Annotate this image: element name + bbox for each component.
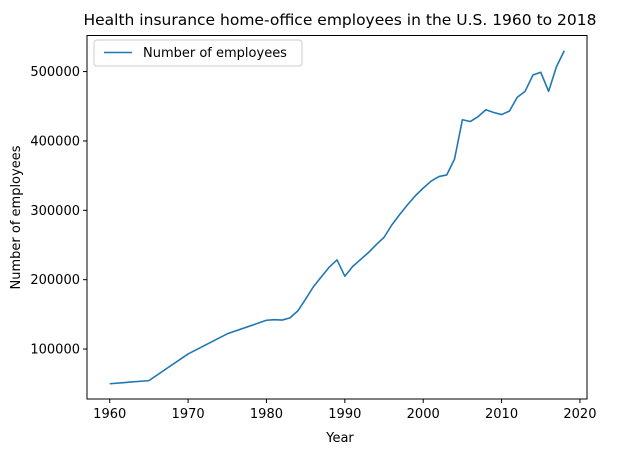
y-axis: 100000 200000 300000 400000 500000 [30, 65, 87, 358]
y-tick-label: 200000 [30, 273, 80, 288]
plot-frame [86, 35, 588, 400]
y-axis-title: Number of employees [9, 145, 24, 289]
x-axis: 1960 1970 1980 1990 2000 2010 2020 [93, 399, 596, 422]
y-tick-label: 400000 [30, 134, 80, 149]
x-tick-label: 1990 [328, 407, 361, 422]
y-tick-label: 500000 [30, 65, 80, 80]
x-tick-label: 1970 [172, 407, 205, 422]
y-tick-label: 100000 [30, 343, 80, 358]
series-group [109, 50, 565, 385]
chart-title: Health insurance home-office employees i… [83, 11, 596, 29]
x-tick-label: 1980 [250, 407, 283, 422]
x-tick-label: 2010 [485, 407, 518, 422]
series-line [109, 50, 565, 385]
x-tick-label: 2020 [563, 407, 596, 422]
x-tick-label: 1960 [93, 407, 126, 422]
legend-label: Number of employees [143, 46, 287, 61]
y-tick-label: 300000 [30, 204, 80, 219]
axes: 1960 1970 1980 1990 2000 2010 2020 100000 20000… [30, 35, 596, 422]
legend-frame [93, 39, 303, 67]
legend: Number of employees [93, 39, 303, 67]
x-tick-label: 2000 [407, 407, 440, 422]
x-axis-title: Year [325, 431, 354, 446]
